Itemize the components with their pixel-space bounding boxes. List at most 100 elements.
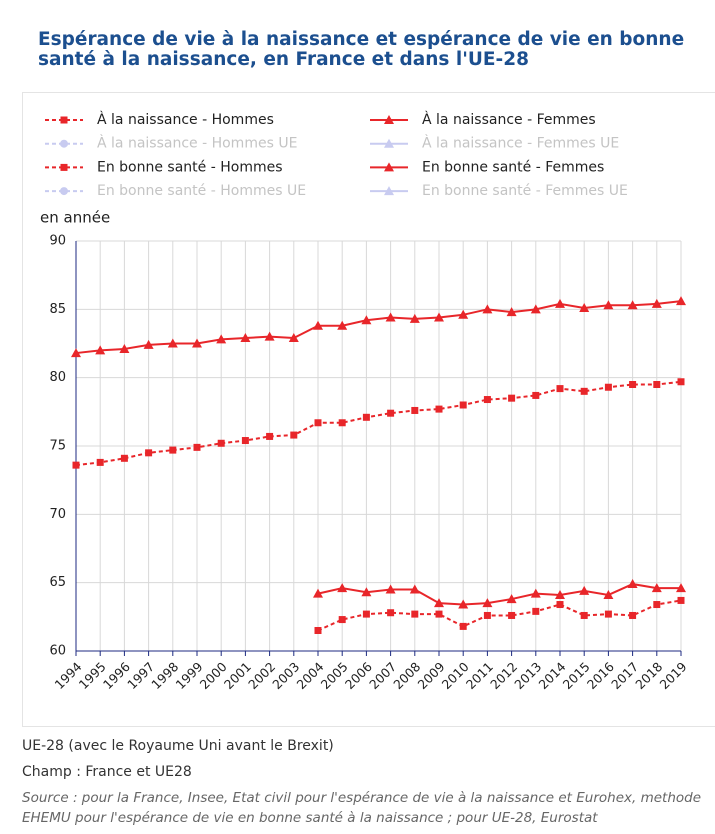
x-tick-label: 2005 bbox=[318, 659, 351, 692]
marker bbox=[96, 458, 104, 466]
marker bbox=[384, 138, 394, 148]
source: Source : pour la France, Insee, Etat civ… bbox=[22, 790, 702, 826]
marker bbox=[337, 320, 348, 330]
marker bbox=[72, 461, 80, 469]
marker bbox=[508, 611, 516, 619]
marker bbox=[60, 116, 68, 124]
marker bbox=[482, 598, 493, 608]
marker bbox=[120, 454, 128, 462]
marker bbox=[434, 312, 444, 322]
y-tick-label: 90 bbox=[49, 234, 66, 249]
marker bbox=[483, 396, 491, 404]
legend-label: À la naissance - Femmes UE bbox=[422, 135, 619, 152]
marker bbox=[532, 607, 540, 615]
marker bbox=[676, 296, 686, 306]
marker bbox=[651, 583, 662, 593]
marker bbox=[313, 320, 323, 330]
x-tick-label: 2003 bbox=[269, 659, 302, 692]
line bbox=[317, 582, 681, 606]
marker bbox=[556, 385, 564, 393]
marker bbox=[603, 300, 614, 310]
marker bbox=[60, 187, 68, 196]
marker bbox=[579, 585, 590, 595]
marker bbox=[338, 419, 346, 427]
marker bbox=[143, 339, 154, 349]
marker bbox=[387, 409, 395, 417]
legend-label: En bonne santé - Femmes UE bbox=[422, 183, 628, 199]
x-tick-label: 1997 bbox=[124, 659, 157, 692]
x-tick-label: 2019 bbox=[656, 659, 689, 692]
x-tick-label: 2013 bbox=[511, 659, 544, 692]
x-tick-label: 1995 bbox=[76, 659, 109, 692]
x-tick-label: 2007 bbox=[366, 659, 399, 692]
marker bbox=[313, 588, 323, 598]
chart: À la naissance - Hommes À la naissance - … bbox=[40, 111, 690, 692]
marker bbox=[530, 588, 541, 598]
marker bbox=[532, 391, 540, 399]
marker bbox=[145, 449, 153, 457]
x-tick-label: 1998 bbox=[148, 659, 181, 692]
marker bbox=[119, 343, 130, 353]
marker bbox=[60, 163, 68, 171]
marker bbox=[506, 594, 517, 604]
marker bbox=[482, 304, 493, 314]
title: Espérance de vie à la naissance et espér… bbox=[38, 29, 685, 70]
chart-box bbox=[22, 92, 715, 727]
marker bbox=[508, 394, 516, 402]
x-tick-label: 2004 bbox=[293, 659, 326, 692]
marker bbox=[338, 616, 346, 624]
marker bbox=[506, 307, 517, 317]
marker bbox=[169, 446, 177, 454]
x-tick-label: 2010 bbox=[439, 659, 472, 692]
marker bbox=[604, 610, 612, 618]
marker bbox=[409, 584, 420, 594]
marker bbox=[361, 315, 372, 325]
marker bbox=[384, 186, 394, 196]
x-tick-label: 2016 bbox=[584, 659, 617, 692]
note: UE-28 (avec le Royaume Uni avant le Brex… bbox=[22, 738, 334, 754]
x-tick-label: 1999 bbox=[172, 659, 205, 692]
marker bbox=[95, 345, 106, 355]
marker bbox=[71, 348, 81, 358]
marker bbox=[458, 599, 469, 609]
note: Champ : France et UE28 bbox=[22, 764, 192, 780]
marker bbox=[362, 610, 370, 618]
legend-label: En bonne santé - Hommes UE bbox=[97, 183, 306, 199]
x-tick-label: 2012 bbox=[487, 659, 520, 692]
marker bbox=[384, 162, 394, 172]
marker bbox=[264, 331, 275, 341]
x-tick-label: 2009 bbox=[414, 659, 447, 692]
x-tick-label: 2002 bbox=[245, 659, 278, 692]
legend-label: À la naissance - Femmes bbox=[422, 111, 596, 128]
marker bbox=[241, 437, 249, 445]
marker bbox=[216, 334, 227, 344]
marker bbox=[193, 443, 201, 451]
legend-label: À la naissance - Hommes bbox=[97, 111, 274, 128]
marker bbox=[435, 405, 443, 413]
marker bbox=[580, 387, 588, 395]
marker bbox=[384, 115, 394, 124]
marker bbox=[411, 406, 419, 414]
marker bbox=[629, 381, 637, 388]
x-tick-label: 2008 bbox=[390, 659, 423, 692]
marker bbox=[434, 598, 444, 608]
x-tick-label: 1994 bbox=[51, 659, 84, 692]
marker bbox=[387, 609, 395, 617]
marker bbox=[240, 333, 251, 343]
y-tick-label: 65 bbox=[49, 575, 66, 590]
legend-label: En bonne santé - Hommes bbox=[97, 159, 283, 175]
marker bbox=[556, 601, 564, 609]
marker bbox=[361, 587, 372, 597]
marker bbox=[653, 601, 661, 609]
line bbox=[317, 599, 682, 632]
y-tick-label: 70 bbox=[49, 507, 66, 522]
legend-label: À la naissance - Hommes UE bbox=[97, 135, 297, 152]
marker bbox=[217, 439, 225, 447]
marker bbox=[651, 298, 662, 308]
marker bbox=[411, 610, 419, 618]
marker bbox=[266, 432, 274, 440]
marker bbox=[676, 583, 686, 593]
marker bbox=[579, 302, 590, 312]
y-tick-label: 80 bbox=[49, 370, 66, 385]
